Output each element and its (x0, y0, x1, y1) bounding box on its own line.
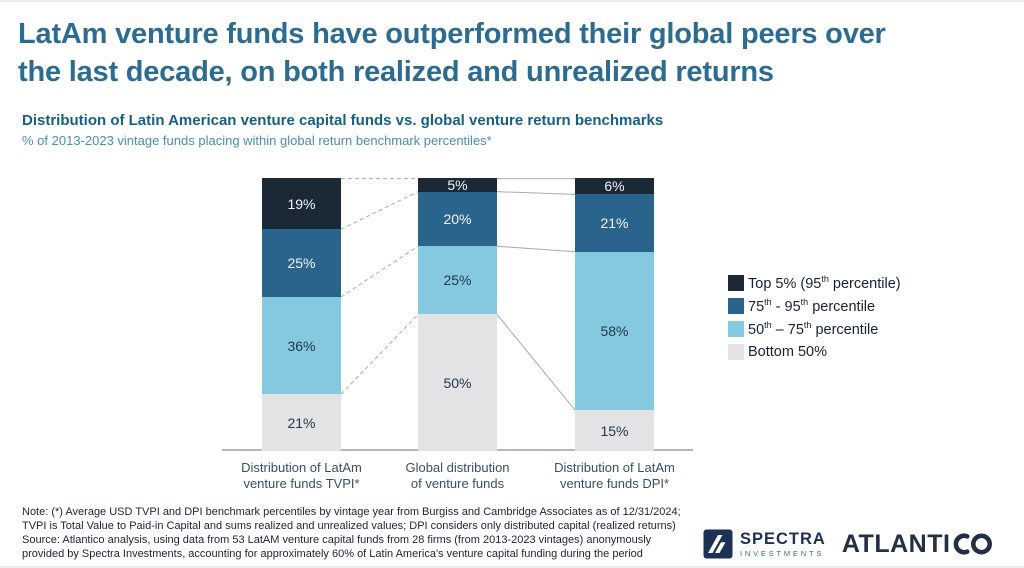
connector-line (496, 191, 576, 195)
connector-line (340, 314, 419, 395)
atlantico-co-glyph-icon (954, 533, 993, 555)
bar-segment: 36% (262, 296, 341, 395)
connector-line (496, 245, 576, 253)
atlantico-logo: ATLANTI (841, 529, 994, 558)
legend-label: 50th – 75th percentile (748, 319, 879, 338)
x-axis-category-label: Global distribution of venture funds (405, 460, 510, 492)
legend-swatch (728, 274, 744, 291)
connector-line (496, 314, 576, 411)
segment-value-label: 21% (287, 414, 316, 431)
segment-value-label: 50% (443, 374, 472, 391)
segment-value-label: 36% (287, 337, 316, 354)
legend-swatch (728, 320, 744, 337)
segment-value-label: 19% (287, 195, 316, 212)
chart-legend: Top 5% (95th percentile) 75th - 95th perc… (728, 274, 901, 360)
chart-title: Distribution of Latin American venture c… (22, 112, 664, 129)
legend-label: 75th - 95th percentile (748, 296, 876, 315)
bar-segment: 21% (262, 394, 341, 451)
legend-swatch (728, 297, 744, 314)
legend-item: 75th - 95th percentile (728, 297, 901, 314)
segment-value-label: 58% (600, 322, 629, 339)
segment-value-label: 6% (604, 178, 625, 195)
segment-value-label: 15% (600, 422, 629, 439)
stacked-bar-3: 6% 21% 58% 15% (575, 178, 654, 451)
bar-segment: 19% (262, 178, 341, 230)
connector-line (340, 191, 419, 230)
segment-value-label: 25% (287, 255, 316, 272)
stacked-bar-2: 5% 20% 25% 50% (418, 178, 497, 451)
legend-item: Top 5% (95th percentile) (728, 274, 901, 291)
connector-line (340, 245, 419, 298)
chart-subtitle: % of 2013-2023 vintage funds placing wit… (22, 133, 492, 148)
spectra-logo-text: SPECTRA (740, 529, 826, 548)
stacked-bar-1: 19% 25% 36% 21% (262, 178, 341, 451)
bar-segment: 6% (575, 178, 654, 195)
atlantico-logo-text: ATLANTI (841, 529, 951, 558)
stacked-bar-chart: 19% 25% 36% 21% Distribution of LatAm ventur… (222, 178, 693, 491)
spectra-logo-icon (703, 529, 733, 559)
footnote: Note: (*) Average USD TVPI and DPI bench… (22, 506, 681, 561)
legend-item: 50th – 75th percentile (728, 320, 901, 337)
legend-label: Top 5% (95th percentile) (748, 273, 901, 292)
legend-item: Bottom 50% (728, 343, 901, 360)
bar-segment: 50% (418, 314, 497, 451)
segment-value-label: 21% (600, 215, 629, 232)
bar-segment: 25% (418, 246, 497, 315)
bar-segment: 58% (575, 251, 654, 411)
x-axis-category-label: Distribution of LatAm venture funds DPI* (554, 460, 675, 492)
bar-segment: 21% (575, 194, 654, 252)
legend-swatch (728, 343, 744, 360)
page-title: LatAm venture funds have outperformed th… (18, 18, 886, 88)
segment-value-label: 20% (443, 210, 472, 227)
segment-value-label: 5% (447, 176, 468, 193)
bar-segment: 20% (418, 191, 497, 247)
legend-label: Bottom 50% (748, 343, 827, 360)
footer-logos: SPECTRA INVESTMENTS ATLANTI (703, 529, 993, 559)
spectra-logo-subtext: INVESTMENTS (740, 549, 825, 558)
spectra-logo: SPECTRA INVESTMENTS (703, 529, 826, 559)
bar-segment: 5% (418, 178, 497, 192)
bar-segment: 15% (575, 410, 654, 451)
x-axis-category-label: Distribution of LatAm venture funds TVPI… (241, 460, 362, 492)
bar-segment: 25% (262, 229, 341, 297)
segment-value-label: 25% (443, 272, 472, 289)
